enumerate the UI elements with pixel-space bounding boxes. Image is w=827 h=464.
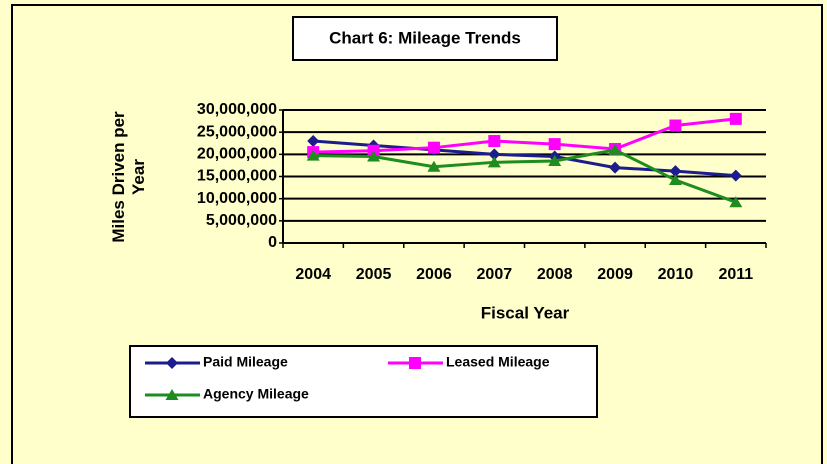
legend-box — [129, 345, 598, 418]
x-tick-label: 2006 — [416, 266, 452, 283]
marker — [669, 165, 682, 178]
x-tick-label: 2005 — [356, 266, 392, 283]
x-tick-label: 2007 — [477, 266, 513, 283]
legend-label: Agency Mileage — [203, 386, 309, 402]
x-axis-label: Fiscal Year — [481, 303, 570, 322]
x-tick-label: 2009 — [597, 266, 633, 283]
marker — [669, 119, 682, 132]
marker — [608, 143, 622, 155]
marker — [165, 389, 179, 400]
chart-border — [11, 4, 823, 464]
marker — [306, 149, 320, 161]
legend-label: Paid Mileage — [203, 354, 288, 370]
marker — [367, 150, 381, 162]
y-axis-label: Miles Driven perYear — [109, 111, 148, 243]
marker — [729, 196, 743, 208]
marker — [668, 174, 682, 186]
y-tick-label: 25,000,000 — [197, 123, 277, 140]
x-tick-label: 2010 — [658, 266, 694, 283]
marker — [548, 154, 562, 166]
marker — [487, 156, 501, 168]
y-tick-label: 5,000,000 — [206, 212, 277, 229]
marker — [427, 141, 440, 154]
y-tick-label: 20,000,000 — [197, 146, 277, 163]
marker — [729, 169, 742, 182]
x-tick-label: 2004 — [295, 266, 331, 283]
x-tick-label: 2011 — [718, 266, 753, 283]
marker — [548, 138, 561, 151]
x-tick-label: 2008 — [537, 266, 573, 283]
legend-label: Leased Mileage — [446, 354, 550, 370]
marker — [729, 112, 742, 125]
y-tick-label: 10,000,000 — [197, 190, 277, 207]
title-box — [292, 16, 558, 61]
series-line — [313, 148, 737, 204]
chart-title: Chart 6: Mileage Trends — [329, 28, 521, 47]
marker — [488, 148, 501, 161]
y-tick-label: 30,000,000 — [197, 101, 277, 118]
marker — [307, 135, 320, 148]
series-line — [313, 117, 736, 154]
y-tick-label: 0 — [268, 234, 277, 251]
marker — [609, 161, 622, 174]
y-tick-label: 15,000,000 — [197, 168, 277, 185]
series-line — [313, 139, 736, 178]
marker — [409, 357, 421, 369]
marker — [166, 357, 178, 369]
marker — [488, 135, 501, 148]
marker — [427, 160, 441, 172]
